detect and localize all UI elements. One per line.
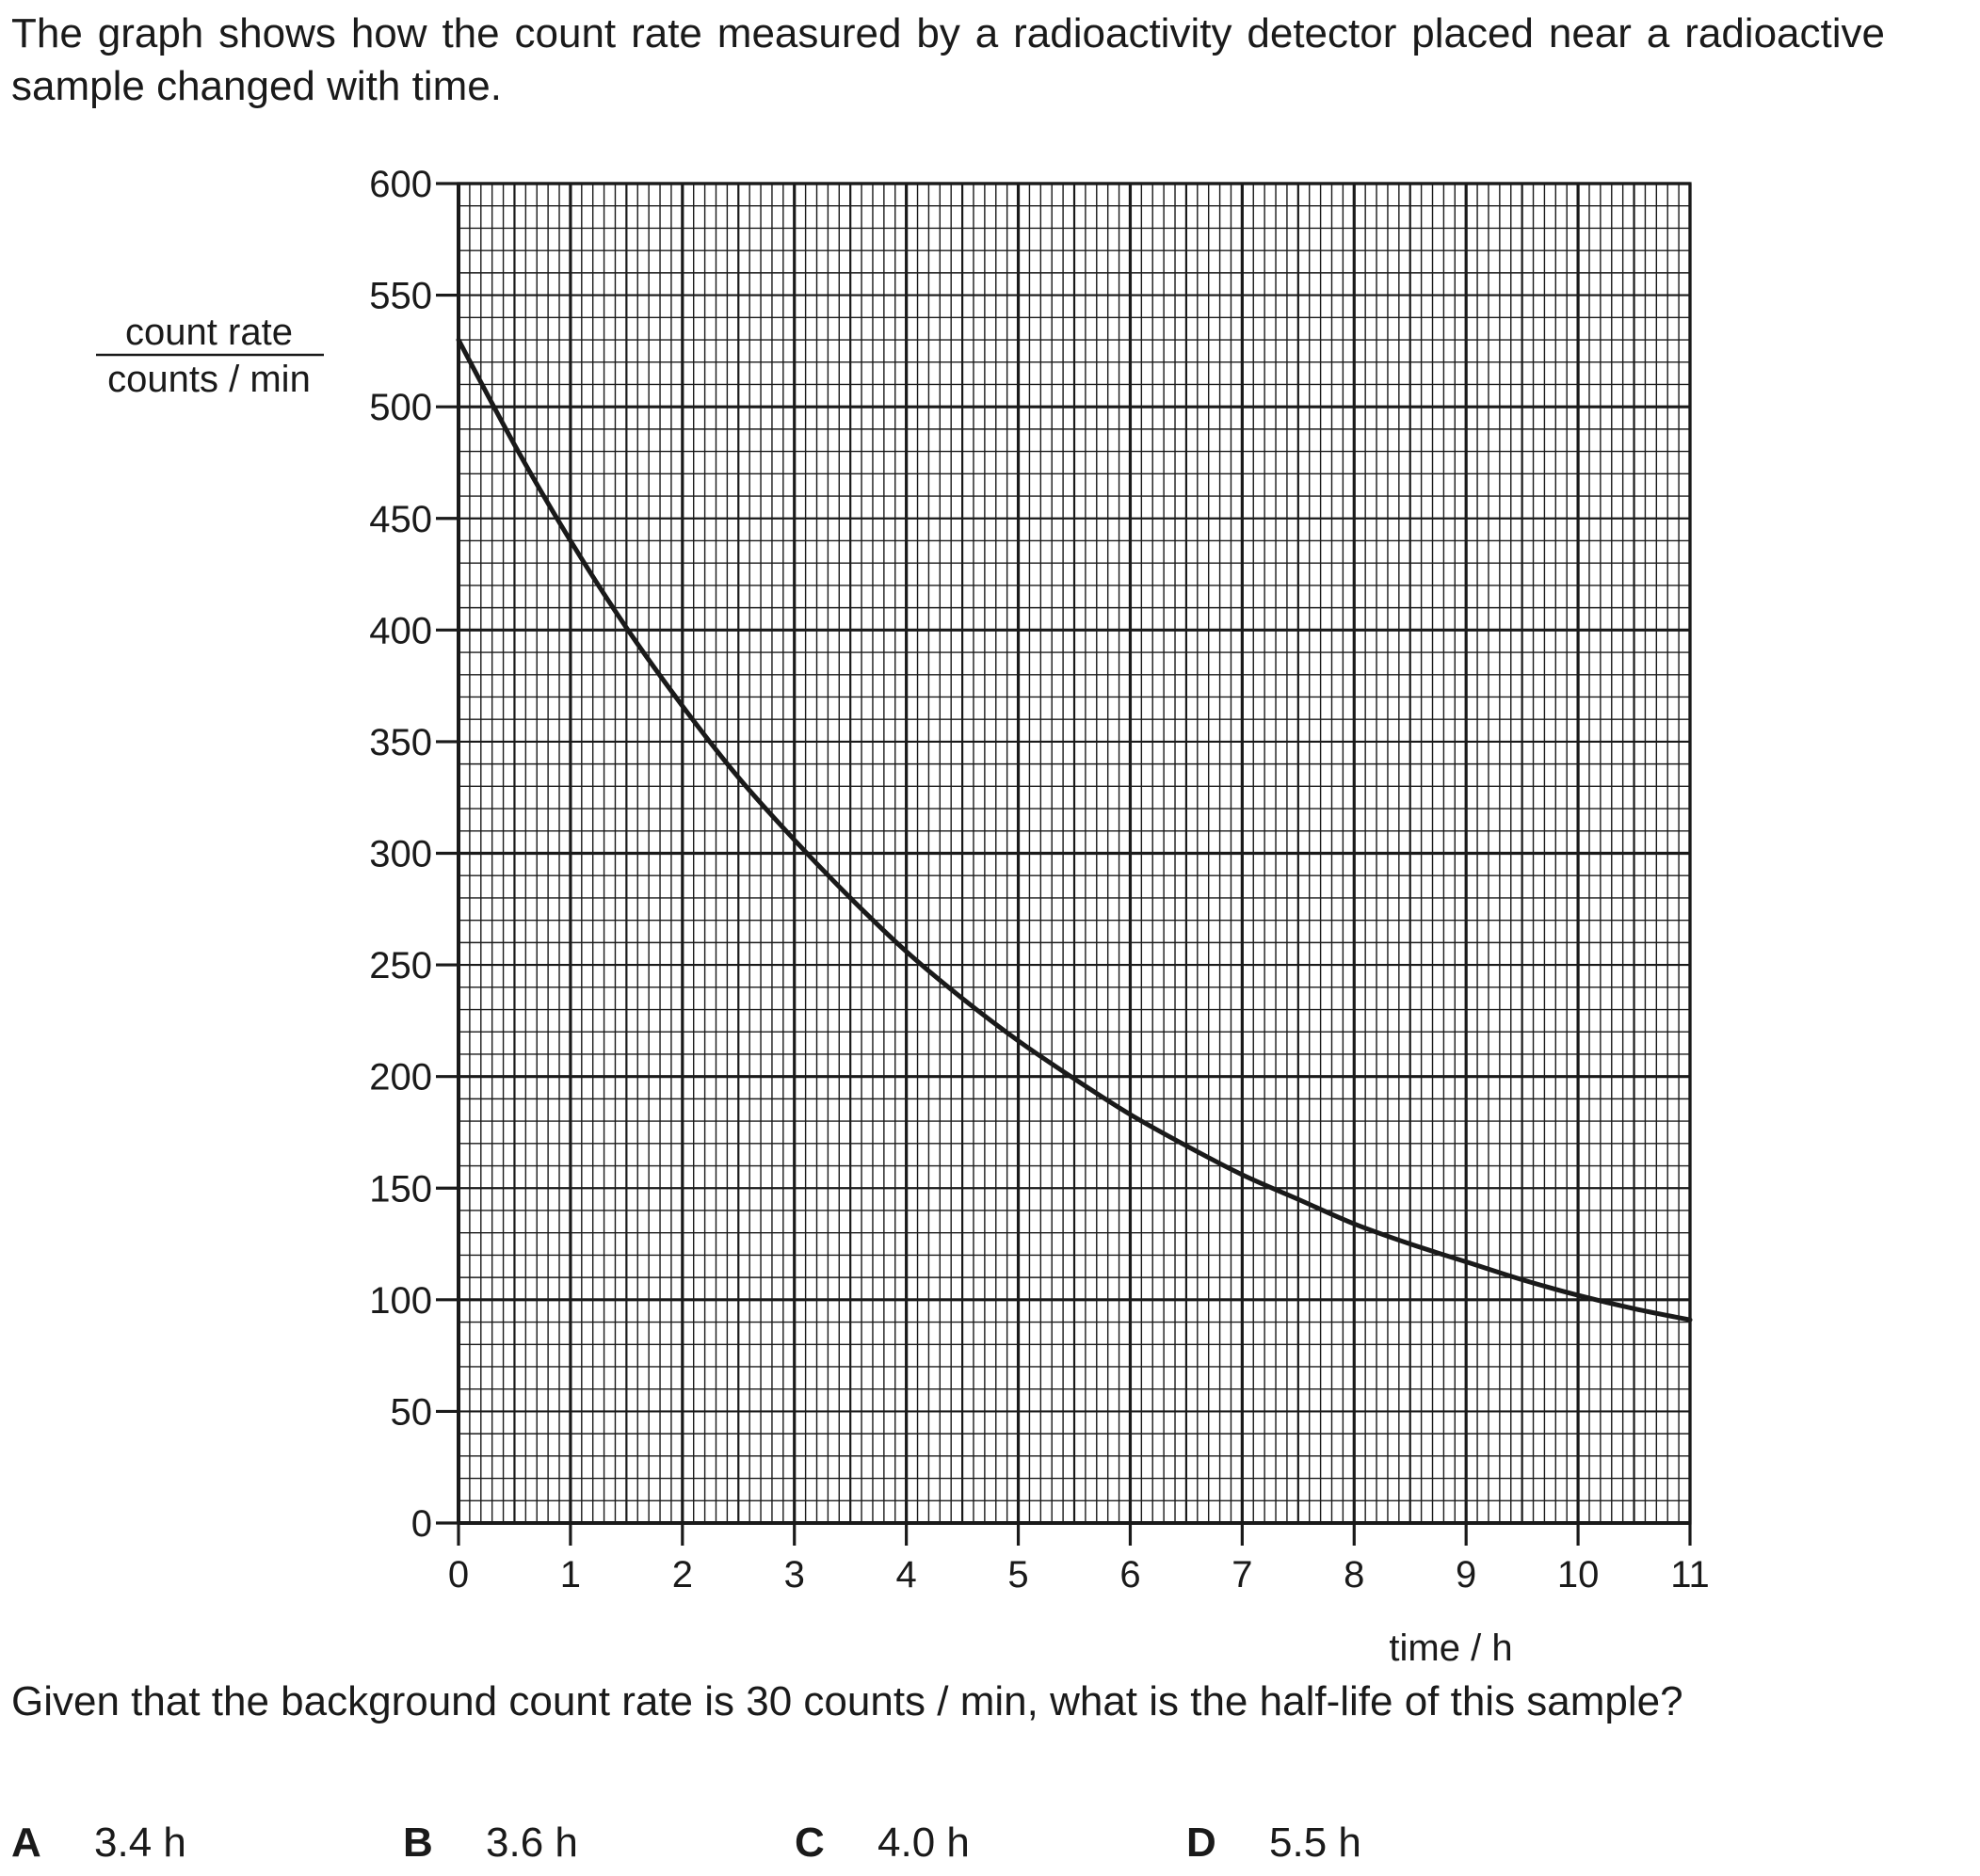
x-tick-label: 3 bbox=[784, 1554, 805, 1595]
x-tick-label: 11 bbox=[1670, 1554, 1710, 1595]
y-tick-label: 150 bbox=[369, 1168, 432, 1210]
series-layer bbox=[456, 337, 1693, 1323]
count-rate-chart: 0 50 100 150 200 250 300 350 400 450 500 550 600 0 1 2 3… bbox=[96, 164, 1710, 1669]
option-letter: B bbox=[403, 1820, 433, 1866]
x-tick-label: 5 bbox=[1007, 1554, 1028, 1595]
y-tick-label: 400 bbox=[369, 610, 432, 651]
option-letter: A bbox=[11, 1820, 41, 1866]
decay-curve bbox=[456, 337, 1693, 1323]
x-tick-label: 1 bbox=[560, 1554, 581, 1595]
y-tick-label: 300 bbox=[369, 834, 432, 875]
option-letter: C bbox=[795, 1820, 825, 1866]
x-tick-label: 4 bbox=[896, 1554, 917, 1595]
y-tick-label: 200 bbox=[369, 1057, 432, 1098]
option-a[interactable]: A 3.4 h bbox=[11, 1817, 186, 1869]
option-value: 3.6 h bbox=[486, 1820, 578, 1866]
x-tick-label: 7 bbox=[1231, 1554, 1252, 1595]
y-tick-label: 550 bbox=[369, 276, 432, 317]
y-tick-label: 250 bbox=[369, 945, 432, 986]
ylabel-denominator: counts / min bbox=[107, 359, 311, 400]
option-c[interactable]: C 4.0 h bbox=[795, 1817, 970, 1869]
y-tick-label: 50 bbox=[391, 1391, 433, 1433]
intro-text: The graph shows how the count rate measu… bbox=[11, 10, 1885, 109]
option-value: 5.5 h bbox=[1269, 1820, 1361, 1866]
y-tick-label: 450 bbox=[369, 499, 432, 540]
option-letter: D bbox=[1186, 1820, 1216, 1866]
tick-labels: 0 50 100 150 200 250 300 350 400 450 500 550 600 0 1 2 3… bbox=[369, 164, 1710, 1595]
x-tick-label: 10 bbox=[1557, 1554, 1600, 1595]
x-tick-label: 2 bbox=[672, 1554, 693, 1595]
xlabel: time / h bbox=[1389, 1627, 1512, 1669]
tick-marks bbox=[436, 182, 1692, 1546]
y-tick-label: 500 bbox=[369, 387, 432, 428]
option-b[interactable]: B 3.6 h bbox=[403, 1817, 578, 1869]
y-tick-label: 350 bbox=[369, 722, 432, 763]
option-value: 4.0 h bbox=[877, 1820, 970, 1866]
ylabel-numerator: count rate bbox=[125, 312, 293, 353]
y-tick-label: 0 bbox=[411, 1503, 432, 1545]
x-tick-label: 6 bbox=[1119, 1554, 1140, 1595]
y-tick-label: 100 bbox=[369, 1280, 432, 1322]
x-tick-label: 0 bbox=[448, 1554, 469, 1595]
question-text: Given that the background count rate is … bbox=[11, 1678, 1683, 1724]
x-tick-label: 8 bbox=[1344, 1554, 1364, 1595]
x-tick-label: 9 bbox=[1456, 1554, 1476, 1595]
option-d[interactable]: D 5.5 h bbox=[1186, 1817, 1361, 1869]
option-value: 3.4 h bbox=[94, 1820, 186, 1866]
y-tick-label: 600 bbox=[369, 164, 432, 205]
